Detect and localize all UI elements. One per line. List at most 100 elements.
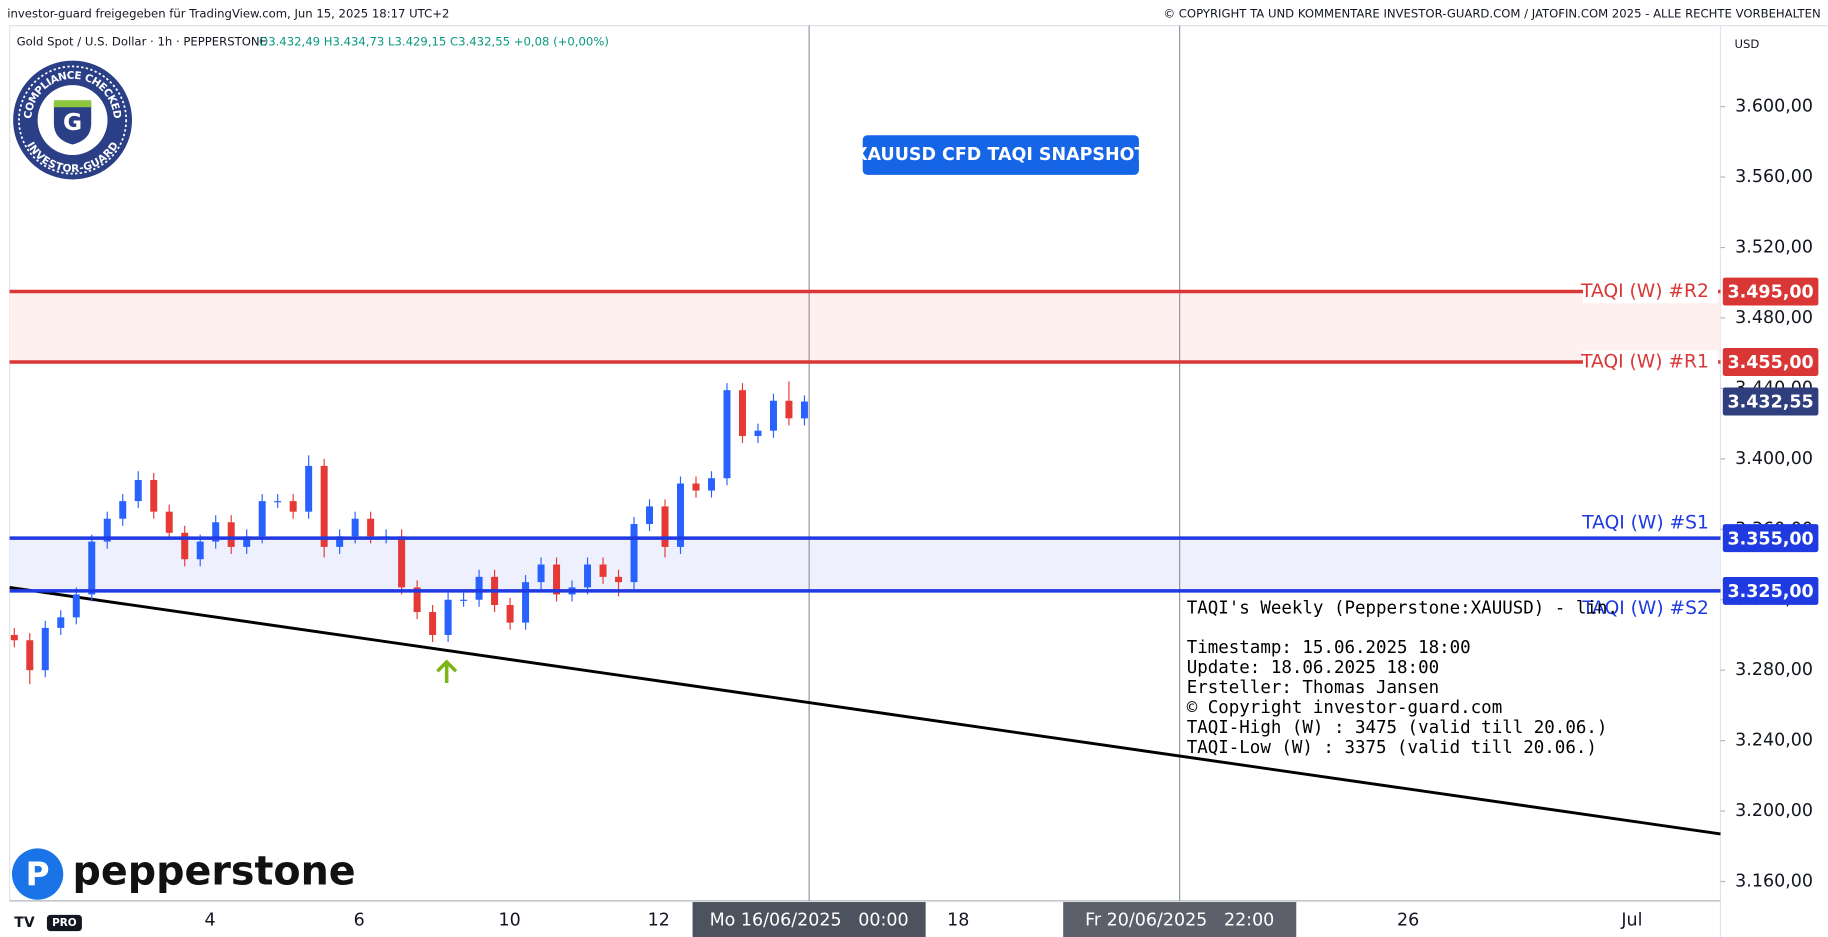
last-price-label: 3.432,55 bbox=[1727, 393, 1813, 413]
level-badge bbox=[1722, 524, 1819, 553]
tv-pro-box bbox=[46, 914, 82, 932]
x-tick-label: 12 bbox=[648, 911, 670, 931]
y-tick-label: 3.600,00 bbox=[1735, 97, 1813, 117]
candle-body bbox=[119, 501, 127, 519]
x-tick-label: 26 bbox=[1397, 911, 1419, 931]
x-tick-label: Mo 16/06/2025 00:00 bbox=[710, 911, 909, 931]
y-tick-label: 3.400,00 bbox=[1735, 449, 1813, 469]
y-tick-label: 3.560,00 bbox=[1735, 167, 1813, 187]
candle-body bbox=[289, 501, 297, 512]
y-tick-label: 3.200,00 bbox=[1735, 801, 1813, 821]
x-tick-label: 18 bbox=[947, 911, 969, 931]
candle-body bbox=[785, 400, 793, 419]
candle-body bbox=[351, 518, 359, 537]
level-badge-label: 3.325,00 bbox=[1727, 582, 1813, 602]
candle-body bbox=[475, 576, 483, 600]
tv-mark: TV bbox=[14, 915, 35, 931]
x-tick-label: 10 bbox=[498, 911, 520, 931]
candle-body bbox=[26, 640, 34, 671]
level-label-bg bbox=[1582, 350, 1719, 374]
compliance-badge: G COMPLIANCE CHECKED INVESTOR-GUARD bbox=[10, 58, 135, 182]
x-label-box bbox=[692, 902, 926, 937]
zone bbox=[9, 538, 1721, 591]
level-badge-label: 3.355,00 bbox=[1727, 529, 1813, 549]
candle-body bbox=[599, 564, 607, 577]
candle-body bbox=[444, 599, 452, 635]
candle-body bbox=[305, 465, 313, 512]
x-tick-label: 4 bbox=[205, 911, 216, 931]
tv-pro: PRO bbox=[52, 917, 77, 929]
arrow-up bbox=[436, 659, 458, 683]
info-line: TAQI-Low (W) : 3375 (valid till 20.06.) bbox=[1187, 738, 1597, 758]
candle-body bbox=[243, 536, 251, 547]
candle-body bbox=[227, 522, 235, 547]
info-line: Timestamp: 15.06.2025 18:00 bbox=[1187, 638, 1471, 658]
symbol: Gold Spot / U.S. Dollar · 1h · PEPPERSTO… bbox=[17, 34, 267, 48]
title-box bbox=[862, 135, 1139, 175]
candle-body bbox=[707, 478, 715, 491]
candle-body bbox=[10, 634, 18, 641]
candle-body bbox=[165, 511, 173, 533]
candle-body bbox=[274, 501, 282, 503]
candle-body bbox=[212, 522, 220, 542]
candle-body bbox=[134, 479, 142, 502]
y-tick-label: 3.240,00 bbox=[1735, 731, 1813, 751]
candle-body bbox=[150, 479, 158, 512]
candle-body bbox=[661, 506, 669, 547]
candle-body bbox=[723, 390, 731, 479]
level-label-bg bbox=[1582, 279, 1719, 304]
candle-body bbox=[615, 576, 623, 583]
candle-body bbox=[181, 532, 189, 560]
y-tick-label: 3.480,00 bbox=[1735, 308, 1813, 328]
info-title: TAQI's Weekly (Pepperstone:XAUUSD) - lin… bbox=[1187, 598, 1618, 618]
level-badge bbox=[1722, 277, 1819, 306]
candle-body bbox=[630, 524, 638, 583]
candle-body bbox=[738, 390, 746, 436]
level-label: TAQI (W) #S2 bbox=[1581, 598, 1709, 619]
candle-body bbox=[522, 582, 530, 623]
x-tick-label: 6 bbox=[354, 911, 365, 931]
publisher: investor-guard freigegeben für TradingVi… bbox=[7, 6, 449, 20]
zone bbox=[9, 291, 1721, 362]
candle-body bbox=[429, 612, 437, 635]
y-tick-label: 3.160,00 bbox=[1735, 872, 1813, 892]
last-price-badge bbox=[1722, 387, 1819, 416]
candle-body bbox=[800, 401, 808, 419]
trendline bbox=[9, 585, 1721, 836]
plot: TAQI (W) #R2 TAQI (W) #R1 TAQI (W) #S1 TAQI… bbox=[9, 279, 1721, 836]
candle-body bbox=[754, 430, 762, 436]
info-line: Ersteller: Thomas Jansen bbox=[1187, 678, 1439, 698]
candle-body bbox=[413, 587, 421, 613]
level-badge bbox=[1722, 348, 1819, 376]
candle-body bbox=[320, 465, 328, 547]
candle-body bbox=[196, 541, 204, 560]
copyright: © COPYRIGHT TA UND KOMMENTARE INVESTOR-G… bbox=[1163, 6, 1820, 20]
candle-body bbox=[336, 536, 344, 547]
candle-body bbox=[769, 400, 777, 431]
level-badge-label: 3.455,00 bbox=[1727, 353, 1813, 373]
candle-body bbox=[692, 483, 700, 491]
level-label: TAQI (W) #R1 bbox=[1580, 351, 1709, 372]
y-tick-label: 3.280,00 bbox=[1735, 660, 1813, 680]
candle-body bbox=[57, 617, 65, 628]
candle-body bbox=[41, 627, 49, 671]
candle-body bbox=[398, 536, 406, 588]
x-label-box bbox=[1063, 902, 1297, 937]
x-tick-label: Jul bbox=[1620, 911, 1642, 931]
info-line: Update: 18.06.2025 18:00 bbox=[1187, 658, 1439, 678]
level-badge bbox=[1722, 576, 1819, 605]
badge-letter: G bbox=[63, 109, 82, 136]
broker-name: pepperstone bbox=[73, 849, 356, 895]
level-label: TAQI (W) #S1 bbox=[1581, 512, 1709, 533]
svg-text:P: P bbox=[26, 855, 50, 893]
x-tick-label: Fr 20/06/2025 22:00 bbox=[1085, 911, 1274, 931]
candle-body bbox=[88, 541, 96, 595]
currency: USD bbox=[1734, 37, 1759, 51]
candle-body bbox=[72, 594, 80, 618]
candle-body bbox=[506, 605, 514, 623]
candle-body bbox=[103, 518, 111, 542]
candle-body bbox=[646, 506, 654, 525]
